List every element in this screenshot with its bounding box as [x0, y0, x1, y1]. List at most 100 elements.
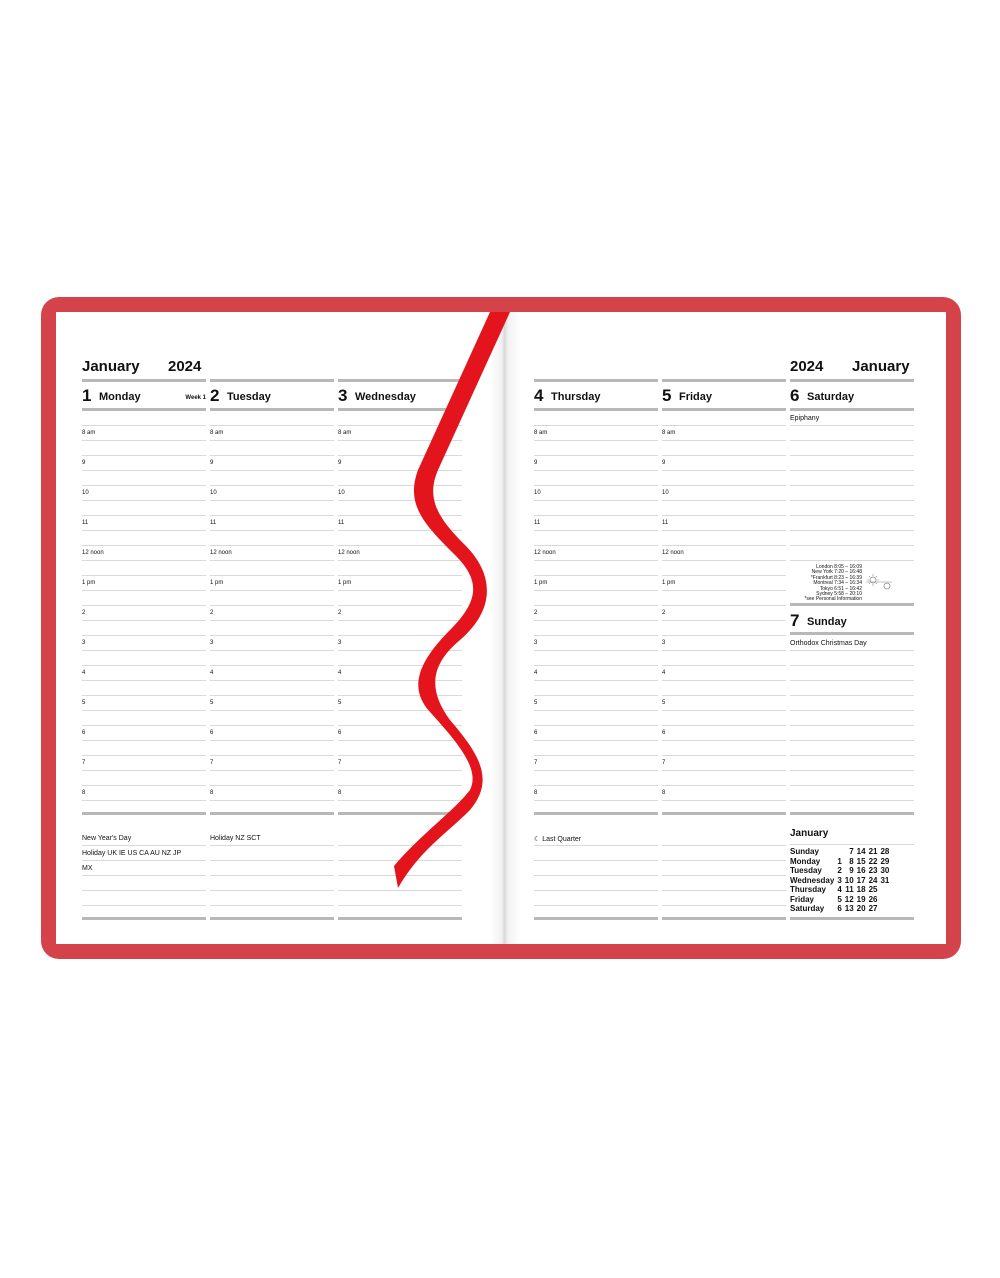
writing-line — [662, 545, 786, 546]
writing-line — [82, 710, 206, 711]
writing-line — [210, 695, 334, 696]
writing-line — [82, 605, 206, 606]
writing-line — [210, 740, 334, 741]
writing-line — [790, 650, 914, 651]
writing-line — [790, 560, 914, 561]
writing-line — [338, 440, 462, 441]
right-month: January — [852, 358, 910, 375]
hour-label: 9 — [210, 460, 214, 466]
writing-line — [662, 755, 786, 756]
mini-calendar-cell: Thursday — [790, 885, 827, 894]
writing-line — [662, 485, 786, 486]
mini-calendar-cell: 22 — [868, 856, 878, 866]
mini-calendar-row: Friday 5 12 19 26 — [790, 895, 891, 905]
writing-line — [210, 710, 334, 711]
hour-label: 2 — [82, 610, 86, 616]
hour-label: 6 — [534, 730, 538, 736]
writing-line — [82, 755, 206, 756]
writing-line — [662, 725, 786, 726]
day-name: Thursday — [551, 391, 601, 403]
hour-label: 11 — [82, 520, 89, 526]
hour-label: 11 — [662, 520, 669, 526]
hour-label: 4 — [82, 670, 86, 676]
hour-label: 1 pm — [338, 580, 352, 586]
writing-line — [790, 485, 914, 486]
writing-line — [534, 905, 658, 906]
mini-calendar-cell: 31 — [880, 875, 890, 885]
hour-label: 4 — [534, 670, 538, 676]
day-name: Friday — [679, 391, 713, 403]
holiday-note: Epiphany — [790, 415, 820, 422]
writing-line — [210, 575, 334, 576]
writing-line — [790, 665, 914, 666]
mini-calendar-cell: 3 — [837, 875, 842, 885]
writing-line — [534, 890, 658, 891]
writing-line — [534, 425, 658, 426]
writing-line — [534, 875, 658, 876]
mini-calendar-cell: 1 — [837, 856, 842, 866]
hour-label: 10 — [338, 490, 345, 496]
writing-line — [338, 665, 462, 666]
hour-label: 4 — [338, 670, 342, 676]
holiday-note: Orthodox Christmas Day — [790, 640, 867, 647]
writing-line — [82, 560, 206, 561]
sun-time: Tokyo 6:51 – 16:42 — [819, 585, 862, 592]
writing-line — [534, 605, 658, 606]
writing-line — [662, 620, 786, 621]
writing-line — [82, 635, 206, 636]
writing-line — [662, 785, 786, 786]
hour-label: 4 — [210, 670, 214, 676]
writing-line — [338, 560, 462, 561]
hour-label: 12 noon — [534, 550, 556, 556]
writing-line — [338, 770, 462, 771]
writing-line — [662, 680, 786, 681]
writing-line — [210, 515, 334, 516]
writing-line — [338, 500, 462, 501]
writing-line — [534, 710, 658, 711]
mini-calendar-cell: Friday — [790, 894, 815, 904]
writing-line — [534, 785, 658, 786]
writing-line — [338, 695, 462, 696]
mini-calendar-cell: 5 — [837, 894, 842, 904]
mini-calendar-cell: 11 — [845, 885, 854, 894]
mini-calendar-cell: Saturday — [790, 904, 825, 913]
writing-line — [534, 620, 658, 621]
writing-line — [210, 530, 334, 531]
writing-line — [534, 695, 658, 696]
writing-line — [210, 770, 334, 771]
hour-label: 6 — [82, 730, 86, 736]
writing-line — [662, 440, 786, 441]
writing-line — [210, 455, 334, 456]
writing-line — [82, 770, 206, 771]
writing-line — [662, 560, 786, 561]
day-note: Holiday NZ SCT — [210, 835, 261, 842]
writing-line — [534, 725, 658, 726]
writing-line — [210, 785, 334, 786]
hour-label: 9 — [534, 460, 538, 466]
writing-line — [82, 725, 206, 726]
hour-label: 7 — [534, 760, 538, 766]
writing-line — [210, 545, 334, 546]
writing-line — [210, 680, 334, 681]
writing-line — [82, 800, 206, 801]
writing-line — [82, 905, 206, 906]
hour-label: 10 — [662, 490, 669, 496]
day-note: MX — [82, 865, 93, 872]
writing-line — [790, 800, 914, 801]
writing-line — [790, 785, 914, 786]
writing-line — [790, 530, 914, 531]
writing-line — [534, 650, 658, 651]
writing-line — [338, 530, 462, 531]
day-column-monday: 1 Monday Week 1 8 am 9 10 11 12 noon 1 pm 2 3 4 5 6 7 8… — [82, 0, 206, 1278]
sun-time: *see Personal Information — [804, 596, 862, 603]
mini-calendar-cell: Monday — [790, 856, 821, 866]
writing-line — [662, 845, 786, 846]
writing-line — [210, 620, 334, 621]
writing-line — [210, 425, 334, 426]
hour-label: 1 pm — [210, 580, 224, 586]
writing-line — [338, 455, 462, 456]
writing-line — [534, 500, 658, 501]
writing-line — [534, 530, 658, 531]
writing-line — [338, 635, 462, 636]
writing-line — [338, 710, 462, 711]
